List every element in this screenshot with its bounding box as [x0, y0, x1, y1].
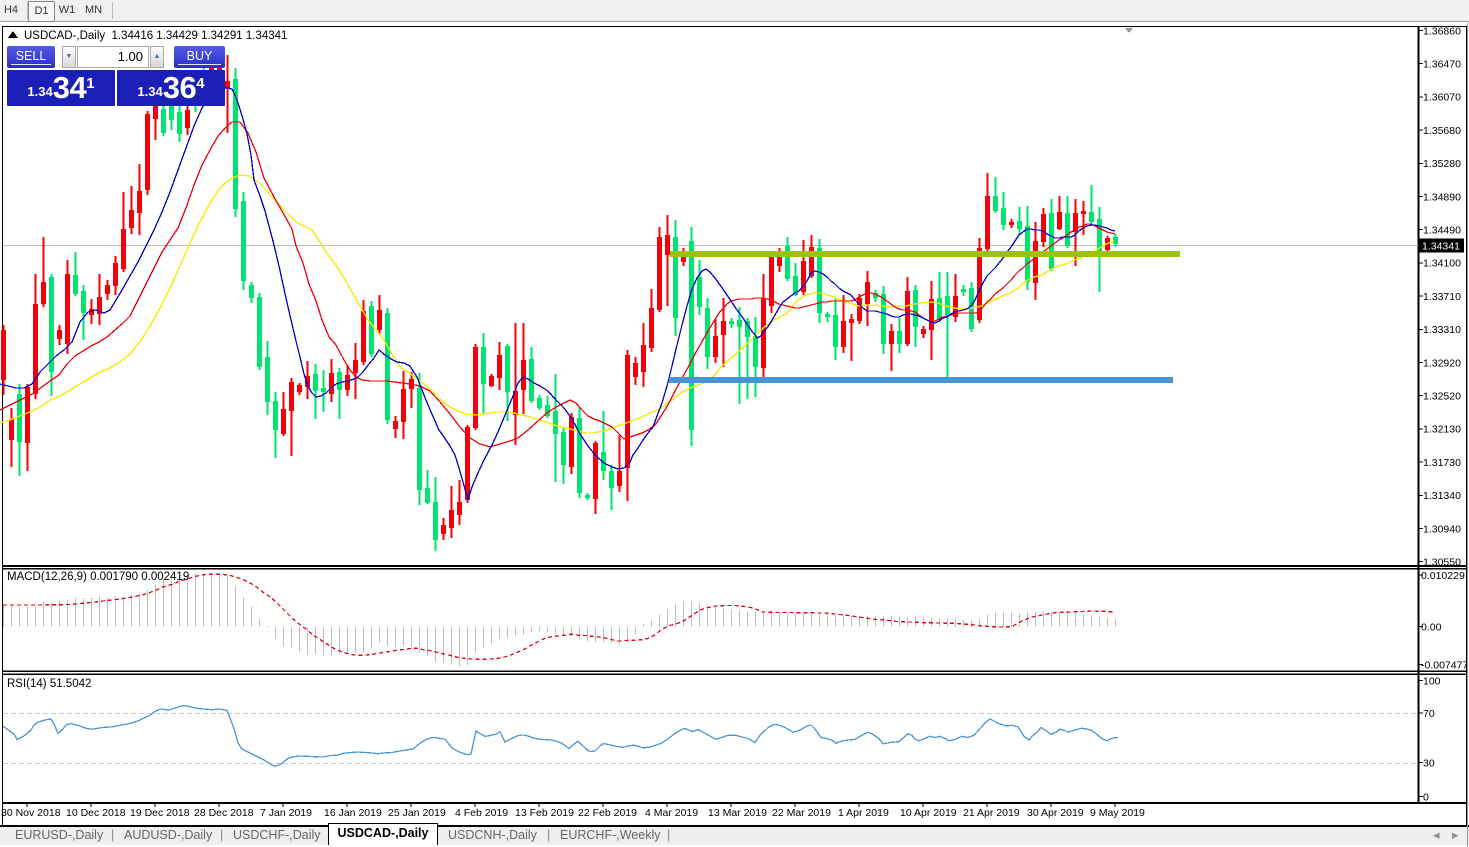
svg-text:16 Jan 2019: 16 Jan 2019 [324, 807, 382, 819]
svg-text:10 Dec 2018: 10 Dec 2018 [66, 807, 126, 819]
svg-text:25 Jan 2019: 25 Jan 2019 [388, 807, 446, 819]
svg-text:7 Jan 2019: 7 Jan 2019 [260, 807, 312, 819]
svg-text:MACD(12,26,9) 0.001790 0.00241: MACD(12,26,9) 0.001790 0.002419 [7, 571, 189, 583]
svg-text:1.36470: 1.36470 [1423, 59, 1461, 71]
svg-text:28 Dec 2018: 28 Dec 2018 [194, 807, 254, 819]
svg-text:USDCAD-,Daily 1.34416 1.34429: USDCAD-,Daily 1.34416 1.34429 1.34291 1.… [24, 30, 287, 42]
svg-text:22 Feb 2019: 22 Feb 2019 [578, 807, 637, 819]
svg-text:-0.007477: -0.007477 [1421, 660, 1468, 672]
svg-text:1 Apr 2019: 1 Apr 2019 [838, 807, 889, 819]
svg-text:22 Mar 2019: 22 Mar 2019 [772, 807, 831, 819]
svg-text:1.30940: 1.30940 [1423, 523, 1461, 535]
svg-text:0.010229: 0.010229 [1421, 570, 1465, 582]
svg-text:21 Apr 2019: 21 Apr 2019 [963, 807, 1020, 819]
svg-text:1.32130: 1.32130 [1423, 424, 1461, 436]
svg-text:4 Mar 2019: 4 Mar 2019 [645, 807, 698, 819]
svg-text:1.31730: 1.31730 [1423, 457, 1461, 469]
svg-text:19 Dec 2018: 19 Dec 2018 [130, 807, 190, 819]
svg-text:13 Mar 2019: 13 Mar 2019 [708, 807, 767, 819]
svg-text:1.34490: 1.34490 [1423, 225, 1461, 237]
svg-text:9 May 2019: 9 May 2019 [1090, 807, 1145, 819]
svg-text:100: 100 [1423, 676, 1441, 688]
svg-text:RSI(14) 51.5042: RSI(14) 51.5042 [7, 678, 91, 690]
svg-text:1.36860: 1.36860 [1423, 25, 1461, 37]
svg-text:1.33710: 1.33710 [1423, 291, 1461, 303]
svg-text:0: 0 [1423, 792, 1429, 804]
svg-text:1.35680: 1.35680 [1423, 125, 1461, 137]
svg-text:1.30550: 1.30550 [1423, 557, 1461, 569]
svg-text:13 Feb 2019: 13 Feb 2019 [515, 807, 574, 819]
svg-text:1.36070: 1.36070 [1423, 92, 1461, 104]
svg-text:1.31340: 1.31340 [1423, 490, 1461, 502]
svg-text:1.35280: 1.35280 [1423, 158, 1461, 170]
svg-text:1.32520: 1.32520 [1423, 391, 1461, 403]
svg-text:10 Apr 2019: 10 Apr 2019 [900, 807, 957, 819]
svg-text:1.34890: 1.34890 [1423, 191, 1461, 203]
svg-text:1.34341: 1.34341 [1422, 241, 1460, 253]
svg-text:30: 30 [1423, 758, 1435, 770]
svg-text:70: 70 [1423, 708, 1435, 720]
svg-text:30 Nov 2018: 30 Nov 2018 [1, 807, 61, 819]
svg-text:4 Feb 2019: 4 Feb 2019 [455, 807, 508, 819]
svg-text:1.34100: 1.34100 [1423, 258, 1461, 270]
svg-text:30 Apr 2019: 30 Apr 2019 [1027, 807, 1084, 819]
svg-text:1.32920: 1.32920 [1423, 357, 1461, 369]
svg-text:1.33310: 1.33310 [1423, 324, 1461, 336]
svg-text:0.00: 0.00 [1421, 622, 1442, 634]
